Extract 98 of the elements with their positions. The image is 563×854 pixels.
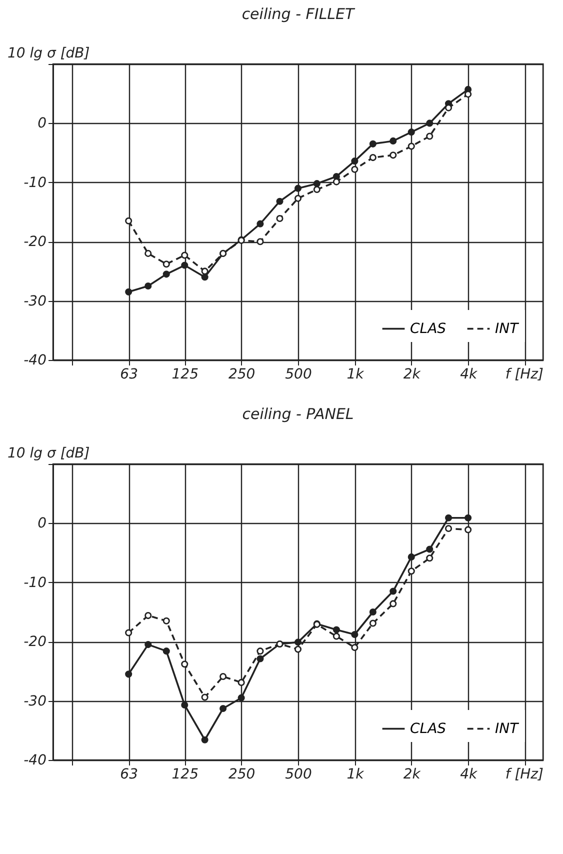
x-tick-label: 250 [228,366,256,382]
x-tick-label: 4k [460,366,478,382]
x-tick-label: 1k [346,766,365,782]
point [276,214,284,222]
x-tick-label: 500 [285,766,312,782]
point [162,270,170,278]
y-tick-label: -20 [24,234,47,250]
point [181,701,188,708]
point [369,620,376,627]
point [125,629,132,636]
point [445,525,452,532]
x-tick-label: 500 [285,366,312,382]
x-axis-title: f [Hz] [505,766,544,782]
point [201,274,208,281]
y-tick-label: -40 [24,352,47,368]
chart-title: ceiling - FILLET [242,5,356,23]
chart-title: ceiling - PANEL [242,405,354,423]
x-tick-label: 1k [346,366,365,382]
y-tick-label: -30 [24,293,47,310]
point [313,186,320,194]
point [201,268,208,275]
point [181,252,188,259]
point [125,670,132,678]
point [313,180,320,188]
point [256,238,264,246]
y-tick-label: -40 [24,752,47,768]
x-tick-label: 125 [172,766,199,782]
point [408,568,415,575]
y-tick-label: -30 [24,693,47,710]
x-tick-label: 125 [172,366,199,382]
point [351,630,358,638]
x-tick-label: 63 [120,366,138,382]
point [294,638,302,646]
point [351,644,358,652]
point [181,262,188,269]
point [426,132,434,140]
point [238,694,245,702]
point [351,166,358,173]
y-tick-label: 0 [38,116,47,132]
point [144,250,152,257]
y-tick-label: -20 [24,634,47,650]
point [408,142,415,150]
point [390,152,397,159]
x-tick-label: 63 [120,766,138,782]
legend-label: CLAS [410,320,446,337]
point [256,648,264,655]
point [201,694,208,701]
point [256,220,264,228]
point [162,648,170,655]
point [390,600,397,608]
legend-label: INT [495,320,520,337]
point [426,554,434,562]
point [144,612,152,620]
point [426,120,434,127]
x-tick-label: 4k [460,766,478,782]
point [426,546,434,553]
y-axis-title: 10 lg σ [dB] [8,446,90,462]
point [369,140,376,148]
point [332,632,340,640]
y-tick-label: -10 [24,574,47,591]
point [125,217,132,224]
point [369,154,376,162]
point [181,660,188,668]
point [445,514,452,522]
point [238,678,245,686]
point [144,282,152,290]
point [276,198,284,205]
x-tick-label: 2k [403,766,422,782]
point [256,655,264,662]
point [220,673,227,680]
legend-label: INT [495,720,520,737]
point [201,736,208,744]
point [294,646,302,653]
point [125,288,132,296]
y-tick-label: -10 [24,174,47,191]
x-axis-title: f [Hz] [505,366,544,382]
x-tick-label: 2k [403,366,422,382]
point [464,526,472,534]
point [144,641,152,648]
point [351,158,358,165]
point [220,704,227,712]
point [390,588,397,595]
point [408,128,415,136]
legend-label: CLAS [410,720,446,737]
y-axis-title: 10 lg σ [dB] [8,46,90,62]
point [390,137,397,144]
x-tick-label: 250 [228,766,256,782]
point [162,260,170,268]
point [408,553,415,560]
y-tick-label: 0 [38,516,47,532]
point [294,184,302,192]
point [464,90,472,98]
point [369,608,376,616]
point [464,514,472,522]
point [332,178,340,186]
point [162,617,170,624]
point [294,194,302,202]
point [332,626,340,634]
